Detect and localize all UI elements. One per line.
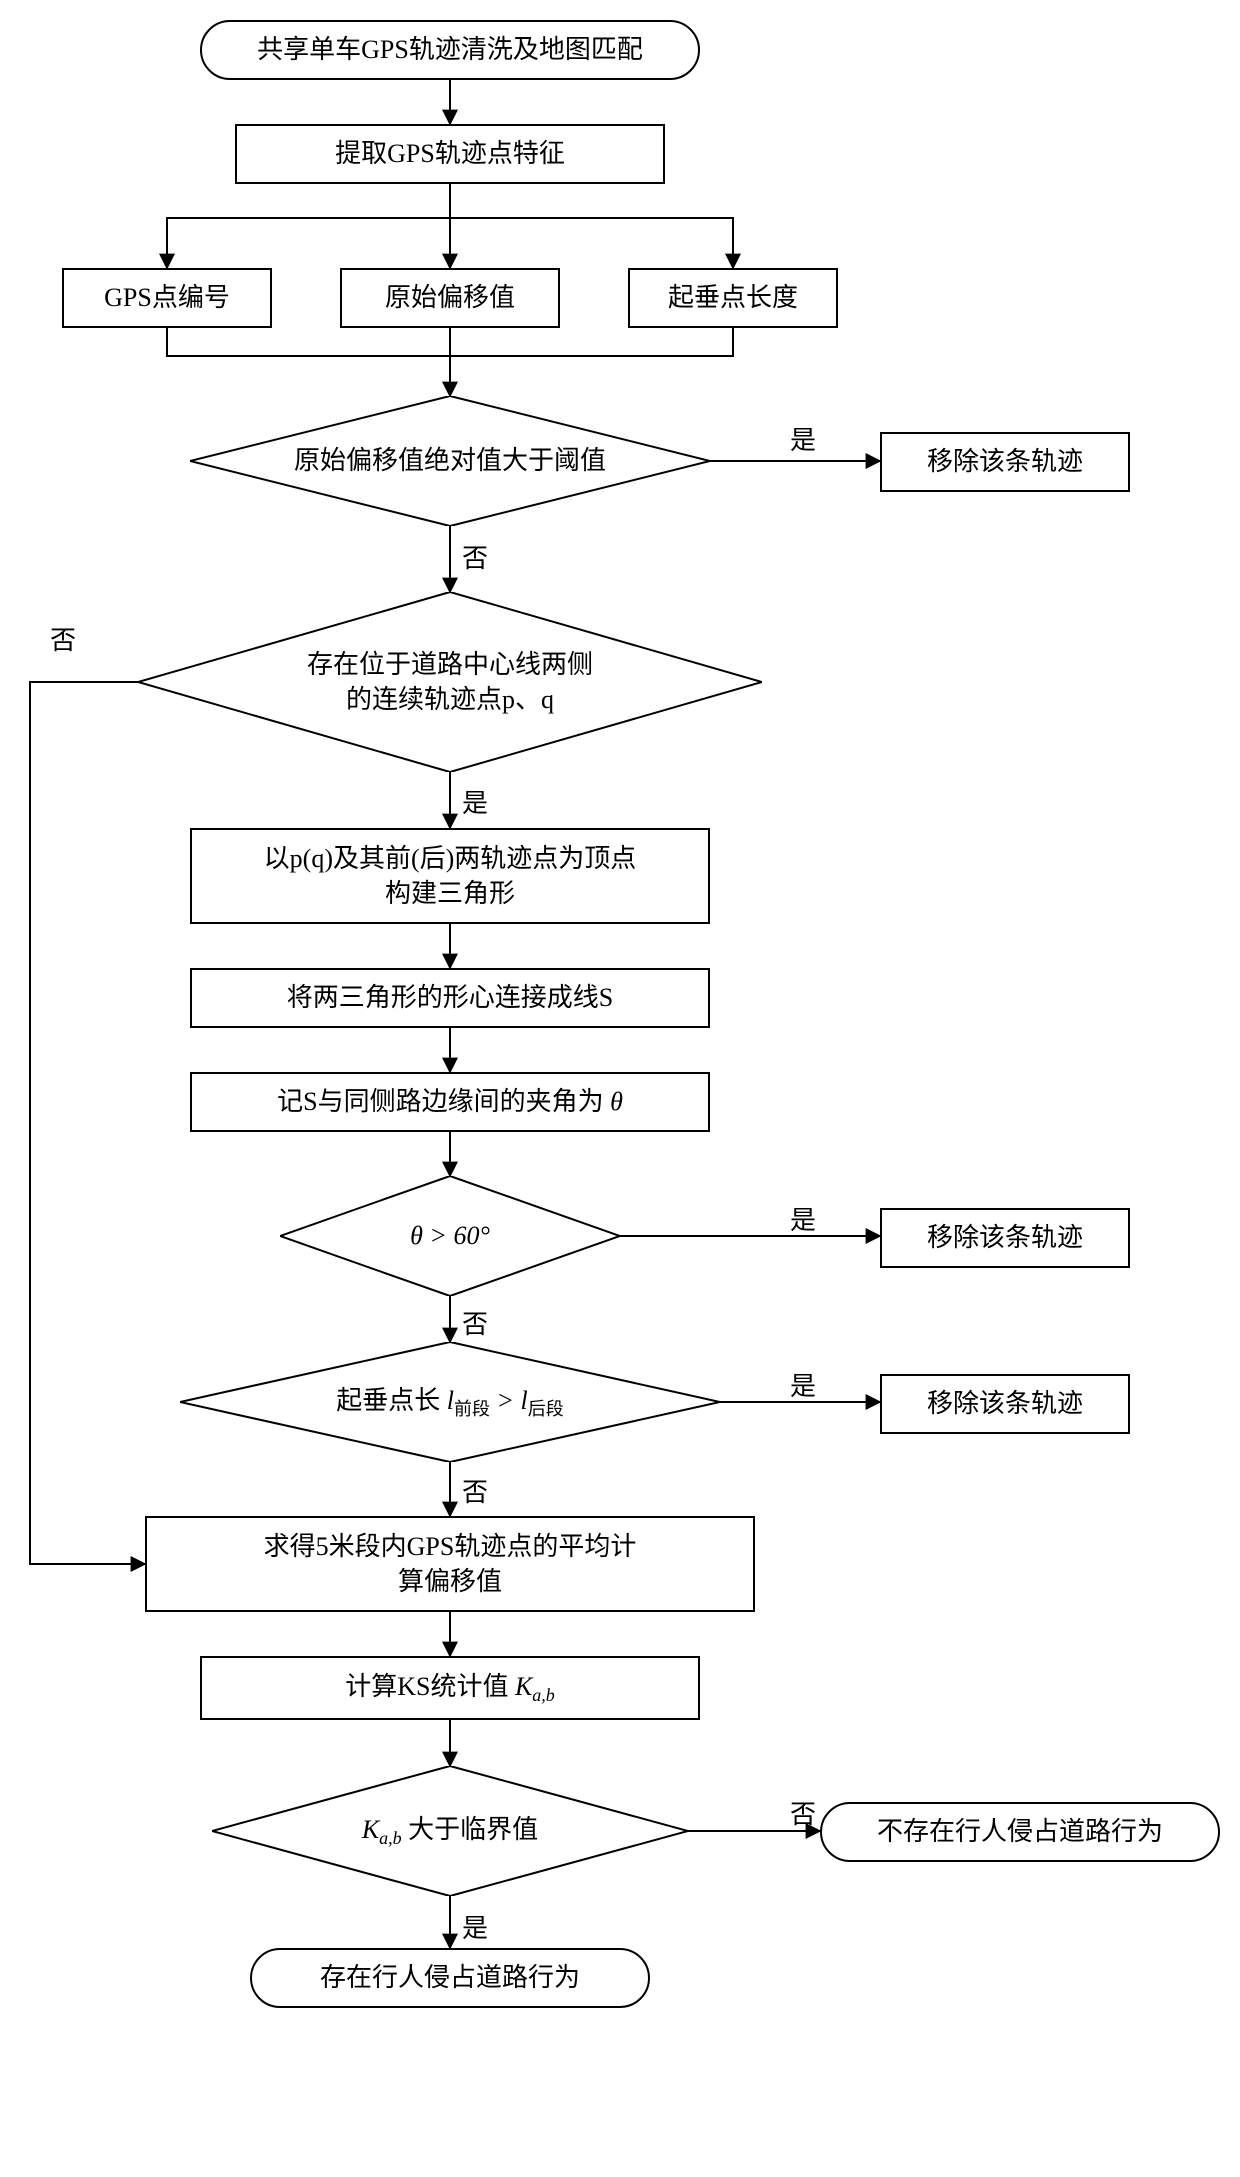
text: 不存在行人侵占道路行为	[877, 1814, 1163, 1849]
edge-label-no: 否	[50, 620, 76, 657]
process-feature-offset: 原始偏移值	[340, 268, 560, 328]
text: 将两三角形的形心连接成线S	[287, 980, 613, 1015]
text: 求得5米段内GPS轨迹点的平均计 算偏移值	[264, 1529, 637, 1599]
process-build-triangle: 以p(q)及其前(后)两轨迹点为顶点 构建三角形	[190, 828, 710, 924]
edge-label-yes: 是	[790, 1366, 816, 1403]
text: Ka,b 大于临界值	[362, 1812, 538, 1850]
text: 起垂点长 l前段 > l后段	[336, 1383, 564, 1421]
text: 计算KS统计值 Ka,b	[345, 1669, 555, 1707]
text: 记S与同侧路边缘间的夹角为 θ	[277, 1084, 623, 1119]
process-remove-track-1: 移除该条轨迹	[880, 432, 1130, 492]
text: 原始偏移值	[385, 280, 515, 315]
text: 起垂点长度	[668, 280, 798, 315]
terminal-yes-invasion: 存在行人侵占道路行为	[250, 1948, 650, 2008]
process-feature-id: GPS点编号	[62, 268, 272, 328]
terminal-start: 共享单车GPS轨迹清洗及地图匹配	[200, 20, 700, 80]
text: 移除该条轨迹	[927, 1220, 1083, 1255]
decision-ks-critical: Ka,b 大于临界值	[212, 1766, 688, 1896]
edge-label-no: 否	[462, 1472, 488, 1509]
flowchart-canvas: 共享单车GPS轨迹清洗及地图匹配 提取GPS轨迹点特征 GPS点编号 原始偏移值…	[0, 0, 1240, 2177]
process-remove-track-3: 移除该条轨迹	[880, 1374, 1130, 1434]
process-extract-features: 提取GPS轨迹点特征	[235, 124, 665, 184]
process-connect-centroids: 将两三角形的形心连接成线S	[190, 968, 710, 1028]
decision-theta-gt-60: θ > 60°	[280, 1176, 620, 1296]
text: 原始偏移值绝对值大于阈值	[294, 443, 606, 478]
edge-label-yes: 是	[462, 783, 488, 820]
process-remove-track-2: 移除该条轨迹	[880, 1208, 1130, 1268]
process-avg-offset: 求得5米段内GPS轨迹点的平均计 算偏移值	[145, 1516, 755, 1612]
edge-label-yes: 是	[790, 420, 816, 457]
text: GPS点编号	[104, 280, 230, 315]
process-feature-length: 起垂点长度	[628, 268, 838, 328]
process-compute-ks: 计算KS统计值 Ka,b	[200, 1656, 700, 1720]
edge-label-no: 否	[790, 1794, 816, 1831]
decision-pq-exists: 存在位于道路中心线两侧 的连续轨迹点p、q	[138, 592, 762, 772]
text: θ > 60°	[410, 1218, 490, 1253]
text: 以p(q)及其前(后)两轨迹点为顶点 构建三角形	[264, 841, 637, 911]
text: 共享单车GPS轨迹清洗及地图匹配	[257, 32, 643, 67]
text: 存在行人侵占道路行为	[320, 1960, 580, 1995]
decision-offset-threshold: 原始偏移值绝对值大于阈值	[190, 396, 710, 526]
edge-label-yes: 是	[462, 1908, 488, 1945]
decision-length-compare: 起垂点长 l前段 > l后段	[180, 1342, 720, 1462]
terminal-no-invasion: 不存在行人侵占道路行为	[820, 1802, 1220, 1862]
text: 移除该条轨迹	[927, 1386, 1083, 1421]
text: 存在位于道路中心线两侧 的连续轨迹点p、q	[307, 647, 593, 717]
edge-label-yes: 是	[790, 1200, 816, 1237]
text: 提取GPS轨迹点特征	[335, 136, 565, 171]
text: 移除该条轨迹	[927, 444, 1083, 479]
edge-label-no: 否	[462, 538, 488, 575]
process-define-theta: 记S与同侧路边缘间的夹角为 θ	[190, 1072, 710, 1132]
edge-label-no: 否	[462, 1304, 488, 1341]
